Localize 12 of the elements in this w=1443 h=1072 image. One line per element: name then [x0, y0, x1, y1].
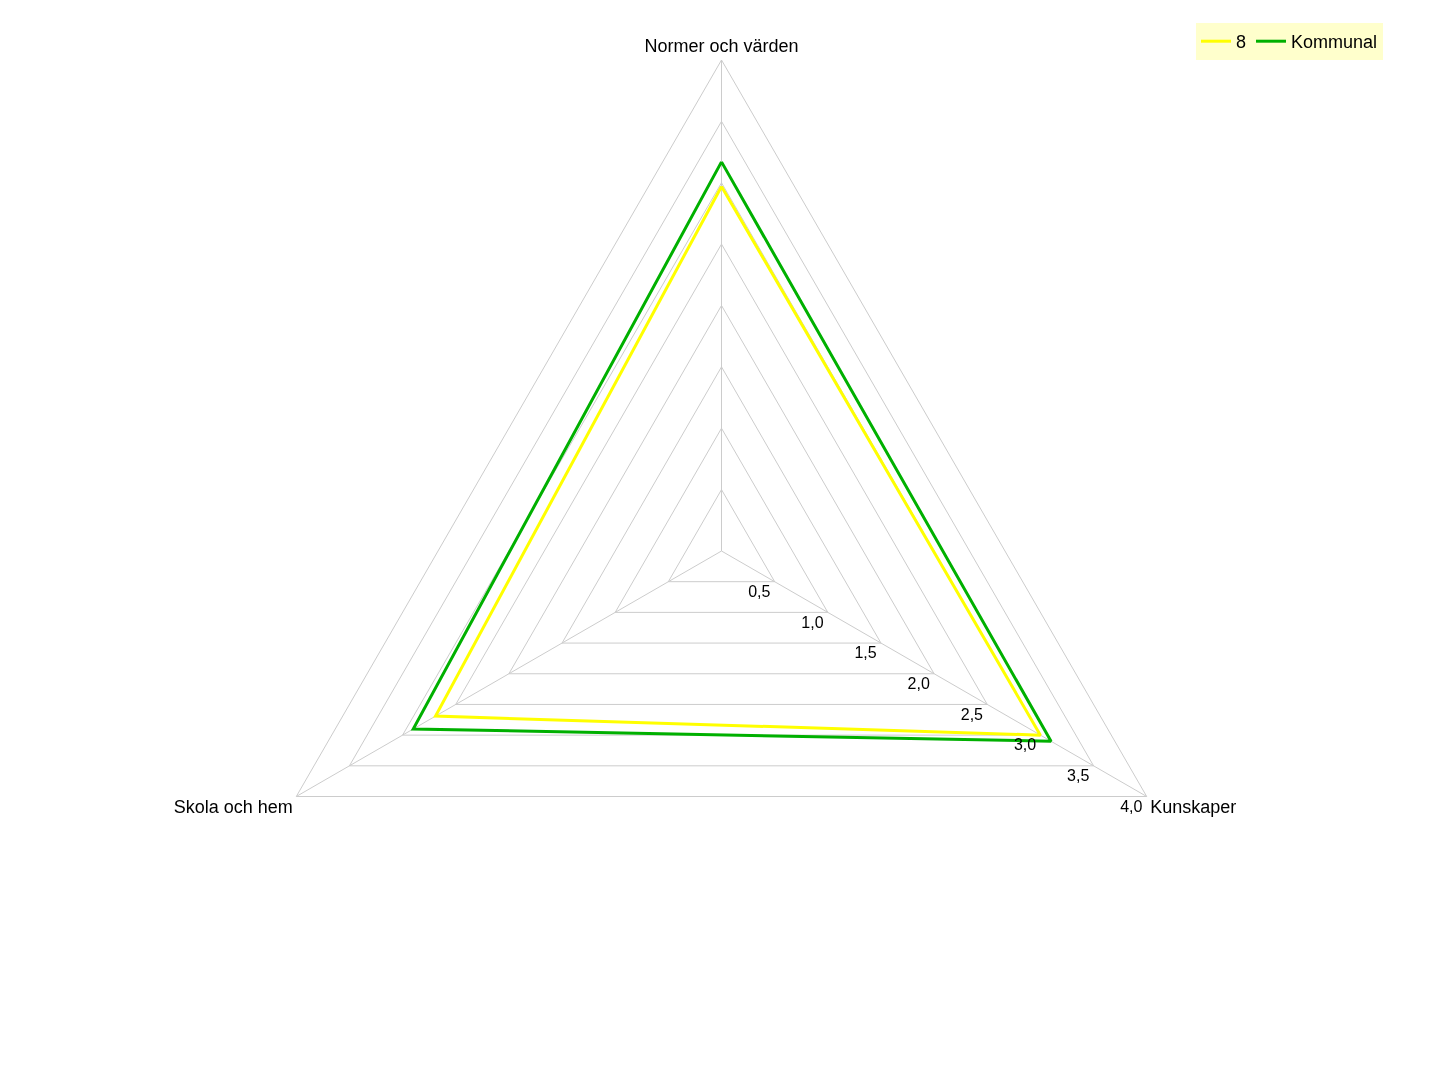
spoke-label: Skola och hem — [173, 797, 293, 818]
legend-label: 8 — [1236, 32, 1247, 53]
y-tick-label: 2,0 — [907, 675, 930, 693]
y-tick-label: 3,5 — [1067, 767, 1090, 785]
y-tick-label: 2,5 — [960, 705, 984, 723]
y-tick-label: 1,0 — [801, 613, 824, 631]
spoke-label: Normer och värden — [644, 36, 799, 57]
y-tick-label: 0,5 — [748, 583, 771, 601]
y-tick-label: 1,5 — [854, 644, 877, 662]
y-tick-label: 4,0 — [1120, 797, 1143, 815]
spoke-label: Kunskaper — [1150, 797, 1237, 818]
legend-label: Kommunal — [1291, 32, 1378, 53]
